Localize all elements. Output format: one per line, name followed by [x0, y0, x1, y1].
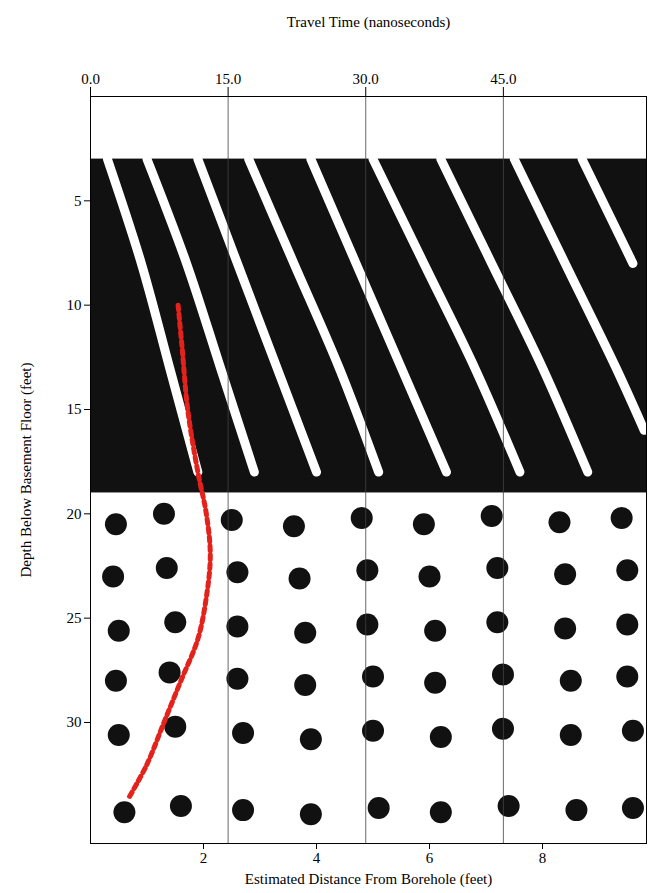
- svg-text:15: 15: [67, 401, 82, 417]
- svg-text:5: 5: [74, 193, 82, 209]
- svg-text:30: 30: [67, 714, 82, 730]
- svg-text:Travel Time (nanoseconds): Travel Time (nanoseconds): [287, 14, 451, 31]
- svg-text:30.0: 30.0: [353, 71, 379, 87]
- svg-text:25: 25: [67, 610, 82, 626]
- svg-text:Depth Below Basement Floor (fe: Depth Below Basement Floor (feet): [18, 363, 35, 578]
- svg-text:4: 4: [313, 850, 321, 866]
- svg-text:Estimated Distance From Boreho: Estimated Distance From Borehole (feet): [245, 871, 492, 888]
- svg-text:8: 8: [539, 850, 547, 866]
- svg-text:15.0: 15.0: [215, 71, 241, 87]
- svg-text:45.0: 45.0: [490, 71, 516, 87]
- svg-text:20: 20: [67, 506, 82, 522]
- svg-text:2: 2: [200, 850, 208, 866]
- svg-text:0.0: 0.0: [81, 71, 100, 87]
- svg-text:10: 10: [67, 297, 82, 313]
- svg-text:6: 6: [426, 850, 434, 866]
